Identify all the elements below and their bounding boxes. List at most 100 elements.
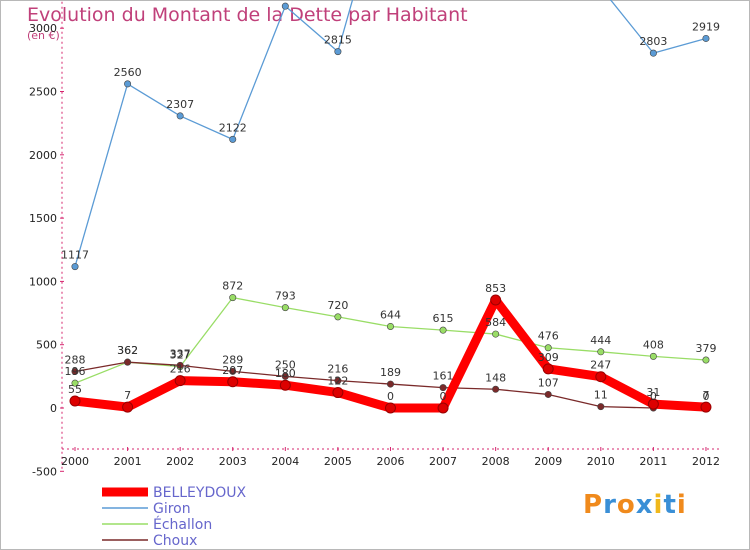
data-label: 720 [327, 299, 348, 312]
data-point [492, 385, 500, 393]
x-tick-label: 2009 [534, 455, 562, 468]
data-point [384, 402, 396, 414]
y-tick-label: -500 [32, 465, 57, 478]
data-label: 11 [594, 389, 608, 402]
data-point [281, 2, 289, 10]
x-tick-label: 2001 [114, 455, 142, 468]
data-label: 615 [433, 312, 454, 325]
data-point [176, 112, 184, 120]
legend-label: Giron [153, 501, 191, 517]
x-tick-label: 2012 [692, 455, 720, 468]
x-tick-label: 2004 [271, 455, 299, 468]
data-label: 288 [65, 354, 86, 367]
data-point [386, 322, 394, 330]
data-label: 2307 [166, 98, 194, 111]
data-label: 476 [538, 330, 559, 343]
data-point [71, 263, 79, 271]
data-point [334, 313, 342, 321]
data-point [281, 372, 289, 380]
data-label: 408 [643, 338, 664, 351]
data-label: 1117 [61, 249, 89, 262]
data-point [702, 356, 710, 364]
data-point [332, 387, 344, 399]
data-label: 362 [117, 344, 138, 357]
data-point [595, 371, 607, 383]
data-point [279, 379, 291, 391]
y-tick-label: 0 [50, 402, 57, 415]
data-point [647, 398, 659, 410]
y-tick-label: 3000 [29, 22, 57, 35]
legend-label: Échallon [153, 516, 212, 533]
data-label: 309 [538, 351, 559, 364]
x-tick-label: 2003 [219, 455, 247, 468]
x-tick-label: 2007 [429, 455, 457, 468]
y-tick-label: 1500 [29, 212, 57, 225]
data-label: 0 [387, 390, 394, 403]
data-point [700, 401, 712, 413]
data-point [597, 348, 605, 356]
data-label: 7 [124, 389, 131, 402]
data-label: 2122 [219, 121, 247, 134]
data-point [229, 367, 237, 375]
proxiti-logo: Proxiti [583, 490, 687, 520]
data-point [227, 376, 239, 388]
data-label: 853 [485, 282, 506, 295]
data-point [544, 344, 552, 352]
y-tick-label: 1000 [29, 275, 57, 288]
data-label: 584 [485, 316, 506, 329]
data-point [437, 402, 449, 414]
data-point [439, 384, 447, 392]
data-point [69, 395, 81, 407]
data-label: 31 [646, 386, 660, 399]
data-point [649, 49, 657, 57]
data-label: 250 [275, 358, 296, 371]
data-label: 872 [222, 280, 243, 293]
data-point [334, 377, 342, 385]
data-label: 3174 [271, 0, 299, 1]
data-label: 161 [433, 370, 454, 383]
data-label: 55 [68, 383, 82, 396]
data-label: 247 [590, 359, 611, 372]
chart-title: Evolution du Montant de la Dette par Hab… [27, 4, 468, 26]
y-tick-label: 500 [36, 339, 57, 352]
data-point [597, 403, 605, 411]
chart-subtitle: (en €) [27, 29, 60, 42]
data-point [122, 401, 134, 413]
data-label: 444 [590, 334, 611, 347]
x-tick-label: 2010 [587, 455, 615, 468]
data-label: 644 [380, 308, 401, 321]
data-label: 189 [380, 366, 401, 379]
series-line-giron [74, 0, 707, 268]
data-label: 793 [275, 290, 296, 303]
data-point [229, 294, 237, 302]
data-label: 7 [702, 389, 709, 402]
data-label: 216 [327, 363, 348, 376]
data-label: 2803 [639, 35, 667, 48]
x-tick-label: 2008 [482, 455, 510, 468]
data-label: 207 [222, 364, 243, 377]
x-tick-label: 2005 [324, 455, 352, 468]
data-point [386, 380, 394, 388]
data-label: 122 [327, 375, 348, 388]
data-label: 289 [222, 353, 243, 366]
data-point [124, 80, 132, 88]
data-label: 107 [538, 376, 559, 389]
y-tick-label: 2500 [29, 86, 57, 99]
data-point [174, 375, 186, 387]
x-tick-label: 2006 [376, 455, 404, 468]
data-point [490, 294, 502, 306]
data-label: 148 [485, 371, 506, 384]
legend-label: Choux [153, 533, 197, 549]
data-point [439, 326, 447, 334]
data-label: 327 [170, 349, 191, 362]
data-label: 180 [275, 367, 296, 380]
y-tick-label: 2000 [29, 149, 57, 162]
data-point [544, 390, 552, 398]
data-point [542, 363, 554, 375]
data-label: 0 [440, 390, 447, 403]
data-point [492, 330, 500, 338]
data-label: 362 [117, 344, 138, 357]
data-point [649, 352, 657, 360]
data-label: 2815 [324, 34, 352, 47]
